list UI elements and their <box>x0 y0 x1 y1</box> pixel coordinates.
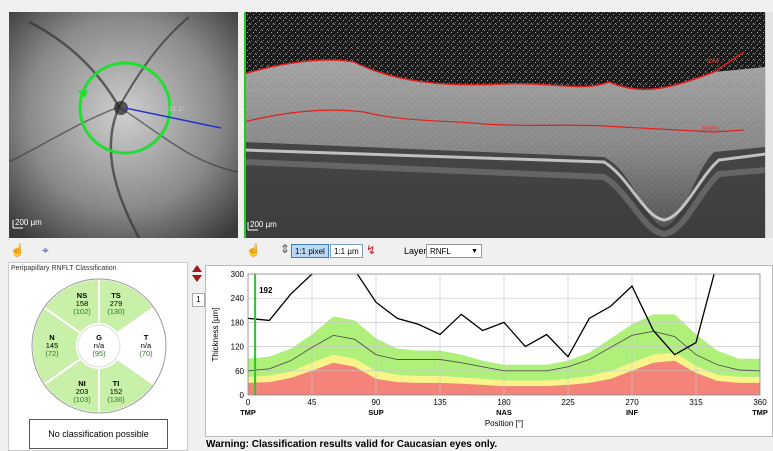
thickness-chart[interactable]: 192 0 60 120 180 240 300 0 45 90 135 180 225 270 315 36… <box>206 266 773 438</box>
x-tick-label: 135 <box>433 398 447 407</box>
ilm-label: ILM <box>707 58 719 65</box>
pixel-scale-button[interactable]: 1:1 pixel <box>291 244 329 258</box>
chevron-down-icon: ▼ <box>471 248 478 255</box>
fundus-angle-label: 11.1° <box>169 106 185 113</box>
micron-scale-button[interactable]: 1:1 µm <box>330 244 363 258</box>
sector-ni-normal: (103) <box>73 395 91 404</box>
rnfl-label: RNFL <box>702 126 721 133</box>
x-tick-label: 45 <box>308 398 317 407</box>
sector-ts-value: 279 <box>110 299 123 308</box>
series-measured <box>248 274 715 358</box>
sector-axis-label: TMP <box>240 408 256 417</box>
oct-bscan-image[interactable]: 200 µm ILM RNFL <box>244 12 766 238</box>
y-axis-label: Thickness [µm] <box>211 308 220 362</box>
ilm-boundary <box>244 51 745 91</box>
fundus-image[interactable]: 200 µm 11.1° <box>9 12 238 238</box>
sector-ns-normal: (102) <box>73 307 91 316</box>
warning-text: Warning: Classification results valid fo… <box>206 439 498 450</box>
page-arrows <box>192 263 202 303</box>
layer-dropdown-value: RNFL <box>430 247 451 256</box>
page-number[interactable]: 1 <box>192 293 205 307</box>
oct-svg <box>244 12 766 238</box>
sector-ts-id: TS <box>111 291 121 300</box>
x-axis-label: Position [°] <box>485 419 523 428</box>
sector-g-id: G <box>96 333 102 342</box>
sector-n-value: 145 <box>46 341 59 350</box>
scan-line <box>124 107 222 129</box>
x-tick-label: 90 <box>372 398 381 407</box>
arrow-up-icon[interactable] <box>192 265 202 272</box>
sector-ni-value: 203 <box>76 387 89 396</box>
oct-toolbar: ☝ ⇕ 1:1 pixel 1:1 µm ↯ Layer: RNFL ▼ <box>244 242 766 259</box>
classification-title: Peripapillary RNFLT Classification <box>11 265 117 272</box>
classification-panel: Peripapillary RNFLT Classification NS 158… <box>8 262 188 451</box>
oct-scale-label: 200 µm <box>250 220 277 229</box>
segment-edit-icon[interactable]: ↯ <box>366 243 377 257</box>
sector-ni-id: NI <box>78 379 86 388</box>
sector-ti-id: TI <box>113 379 120 388</box>
fundus-svg <box>9 12 238 238</box>
classification-status: No classification possible <box>29 419 168 449</box>
y-tick-label: 300 <box>231 270 245 279</box>
sector-axis-label: NAS <box>496 408 512 417</box>
x-tick-label: 270 <box>625 398 639 407</box>
fundus-toolbar: ☝ ⌖ <box>8 243 238 259</box>
x-tick-label: 315 <box>689 398 703 407</box>
zoom-height-icon[interactable]: ⇕ <box>280 242 291 256</box>
sector-g[interactable] <box>77 324 121 368</box>
measure-tool-icon[interactable]: ⌖ <box>42 243 49 257</box>
x-tick-label: 180 <box>497 398 511 407</box>
thickness-chart-panel: 192 0 60 120 180 240 300 0 45 90 135 180 225 270 315 36… <box>205 265 773 437</box>
hand-pan-icon[interactable]: ☝ <box>246 243 261 257</box>
fundus-scale-label: 200 µm <box>15 218 42 227</box>
sector-ts-normal: (130) <box>107 307 125 316</box>
sector-ns-value: 158 <box>76 299 89 308</box>
x-tick-label: 225 <box>561 398 575 407</box>
rnfl-boundary <box>244 109 745 133</box>
sector-t-normal: (70) <box>139 349 153 358</box>
series-mean <box>248 330 760 372</box>
oct-scrollbar[interactable] <box>765 12 773 238</box>
sector-g-normal: (95) <box>92 349 106 358</box>
classification-pie: NS158(102)TS279(130)N145(72)Tn/a(70)NI20… <box>31 277 167 415</box>
sector-ti-value: 152 <box>110 387 123 396</box>
sector-axis-label: INF <box>626 408 639 417</box>
y-tick-label: 60 <box>235 367 244 376</box>
layer-dropdown[interactable]: RNFL ▼ <box>426 244 482 258</box>
layer-label: Layer: <box>404 246 430 256</box>
sector-t-value: n/a <box>141 341 152 350</box>
x-tick-label: 360 <box>753 398 767 407</box>
sector-g-value: n/a <box>94 341 105 350</box>
sector-n-normal: (72) <box>45 349 59 358</box>
y-tick-label: 240 <box>231 294 245 303</box>
sector-ns-id: NS <box>77 291 87 300</box>
x-tick-label: 0 <box>246 398 251 407</box>
cursor-value-label: 192 <box>259 286 273 295</box>
sector-t-id: T <box>144 333 149 342</box>
sector-axis-label: TMP <box>752 408 768 417</box>
sector-n-id: N <box>49 333 54 342</box>
arrow-down-icon[interactable] <box>192 275 202 282</box>
y-tick-label: 0 <box>240 391 245 400</box>
hand-pan-icon[interactable]: ☝ <box>10 243 25 257</box>
sector-axis-label: SUP <box>368 408 383 417</box>
y-tick-label: 180 <box>231 318 245 327</box>
y-tick-label: 120 <box>231 343 245 352</box>
sector-ti-normal: (136) <box>107 395 125 404</box>
scan-circle <box>78 61 172 155</box>
